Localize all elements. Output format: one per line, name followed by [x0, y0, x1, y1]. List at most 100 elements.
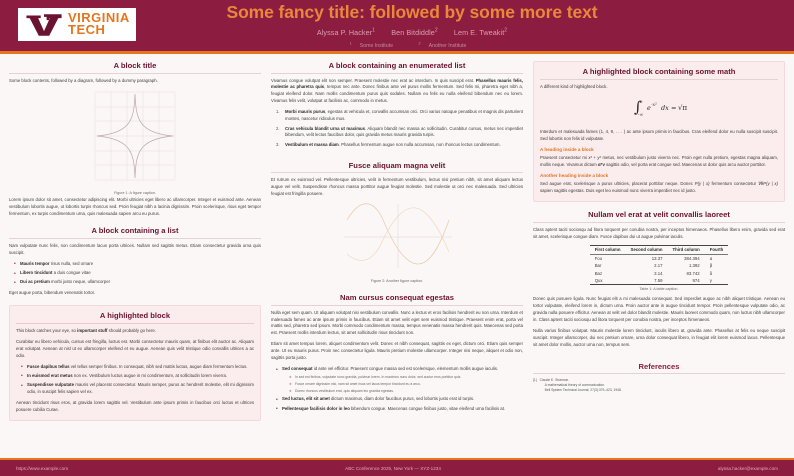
footer-email[interactable]: alyssa.hacker@example.com	[717, 465, 778, 471]
sub-list-item: Fusce ornare dignissim nisi, nam sit ame…	[289, 382, 523, 387]
para-part-c: , tempus nec ante. Donec finibus ante ve…	[271, 84, 523, 104]
table-cell: 2.17	[654, 263, 663, 269]
star-diagram	[94, 92, 176, 181]
reference-source: Bell System Technical Journal, 27(3):379…	[544, 388, 622, 393]
table-header-cell: Second column	[625, 244, 668, 255]
poster-header: VIRGINIA TECH Some fancy title: followed…	[0, 0, 794, 51]
author-sup: 2	[434, 27, 438, 34]
block-references: References [1] Claude E. Shannon. A math…	[533, 357, 785, 393]
bullet-list: Fusce dapibus tellus vel tellus semper f…	[21, 363, 254, 397]
inline-math: ∇θP(y | x)	[757, 181, 779, 187]
list-item: Vestibulum et massa diam. Phasellus ferm…	[276, 142, 523, 149]
logo-line-2: TECH	[68, 22, 106, 37]
table-cell: δ	[709, 270, 713, 276]
inline-math: P(y | x)	[694, 181, 710, 187]
reference-title-line: A mathematical theory of communication.	[544, 383, 605, 388]
block-paragraph: Praesent consectetur mi x² + y² metus, n…	[540, 155, 778, 169]
inline-math: αᵀν	[597, 162, 605, 168]
block-intro: A different kind of highlighted block.	[540, 83, 608, 89]
table-header-cell: Fourth	[704, 244, 729, 255]
affiliation-text: Some Institute	[359, 43, 393, 50]
enumerated-list: Morbi mauris purus, egestas at vehicula …	[276, 109, 523, 148]
institution-logo: VIRGINIA TECH	[18, 8, 136, 41]
block-intro: Nam vulputate nunc felis, non condimentu…	[9, 242, 261, 255]
table-cell: α	[709, 255, 713, 261]
block-paragraph: Interdum et malesuada fames (1, 4, 9, . …	[540, 129, 778, 142]
list-item-rest: morbi justo neque, ullamcorper	[49, 279, 111, 285]
list-item-lead: Libero tincidunt	[20, 270, 53, 276]
list-item-rest: risus nulla, sed ornare	[49, 260, 94, 266]
sub-list: In sed est finibus, vulputate nunc gravi…	[289, 375, 523, 394]
block-title: Nullam vel erat at velit convallis laore…	[533, 210, 785, 223]
table-cell: 7.59	[625, 276, 668, 286]
svg-text:∫: ∫	[634, 98, 642, 116]
poster-footer: https://www.example.com ABC Conference 2…	[0, 458, 794, 476]
svg-text:=: =	[671, 104, 676, 112]
table-row: Foo 13.37 384.394 α	[590, 254, 729, 262]
table-row: Baz 3.14 83.742 δ	[590, 269, 729, 276]
table-cell: Qux	[589, 276, 626, 286]
table-head: First column Second column Third column …	[589, 244, 729, 255]
affiliation-entry: 1 Some Institute	[350, 40, 401, 50]
page-title: Some fancy title: followed by some more …	[226, 1, 598, 22]
svg-text:dx: dx	[661, 104, 669, 112]
integral-formula-icon: ∫ -∞ ∞ e -x² dx = √π	[634, 98, 687, 118]
list-item-rest: . Phasellus fermentum augue non nulla ac…	[338, 141, 501, 147]
list-item-lead: Sed consequat	[282, 366, 313, 372]
author-entry: Lem E. Tweakit2	[454, 28, 507, 37]
figure-2: Figure 2: Another figure caption.	[271, 202, 523, 283]
author-sup: 1	[372, 27, 376, 34]
list-item-lead: Cras vehicula blandit urna ut maximus	[285, 125, 366, 131]
reference-author: Claude E. Shannon.	[539, 378, 570, 383]
reference-body: Claude E. Shannon. A mathematical theory…	[540, 378, 622, 393]
block-paragraph: Lorem ipsum dolor sit amet, consectetur …	[9, 197, 261, 217]
affiliation-sup: 2	[418, 40, 421, 46]
list-item-rest: . Aliquam blandit nec massa ac sollicitu…	[285, 125, 523, 138]
table-header-cell: Third column	[667, 244, 705, 255]
right-column: A highlighted block containing some math…	[533, 61, 785, 458]
table-cell: 13.37	[651, 255, 663, 261]
vt-logo-icon	[26, 14, 62, 36]
list-item: Libero tincidunt a duis congue vitae	[14, 270, 261, 278]
block-title: Fusce aliquam magna velit	[271, 161, 523, 174]
block-paragraph: Vivamus congue volutpat elit non semper.…	[271, 78, 523, 106]
svg-text:-x²: -x²	[651, 102, 657, 108]
para-part: sapien sagittis egestas. Duis eget leo e…	[540, 188, 696, 194]
table-cell: β	[709, 263, 713, 269]
lead-after: should probably go here.	[107, 327, 156, 333]
list-item: Morbi mauris purus, egestas at vehicula …	[276, 109, 523, 123]
equation-integral: ∫ -∞ ∞ e -x² dx = √π	[540, 96, 778, 122]
table-row: Qux 7.59 974 γ	[589, 276, 729, 286]
block-nam-cursus-consequat-egestas: Nam cursus consequat egestas Nulla eget …	[271, 293, 523, 417]
list-item: Cras vehicula blandit urna ut maximus. A…	[276, 126, 523, 140]
block-lead: This block catches your eye, so importan…	[16, 328, 254, 335]
table-caption: Table 1: A table caption.	[639, 287, 679, 292]
svg-text:∞: ∞	[639, 100, 643, 105]
references-title: References	[533, 362, 785, 375]
footer-url[interactable]: https://www.example.com	[16, 465, 69, 471]
block-outro: Aenean tincidunt risus eros, at gravida …	[16, 400, 254, 413]
block-math-highlighted: A highlighted block containing some math…	[533, 61, 785, 203]
header-center: Some fancy title: followed by some more …	[0, 2, 794, 49]
table-cell: γ	[704, 276, 729, 286]
svg-text:-∞: -∞	[638, 113, 644, 118]
block-outro: Eget augue porta, bibendum venenatis tor…	[9, 290, 95, 296]
list-item-lead: Pellentesque facilisis dolor in leo	[282, 405, 350, 411]
sub-list-item: In sed est finibus, vulputate nunc gravi…	[289, 375, 523, 380]
table-cell: 83.742	[686, 270, 700, 276]
list-item-rest: id ante vel efficitur. Praesent congue m…	[312, 366, 499, 372]
wave-plot	[344, 203, 452, 269]
inline-math: x² + y²	[588, 155, 601, 161]
list-item-lead: In euismod erat metus	[27, 372, 73, 378]
lead-before: This block catches your eye, so	[16, 327, 78, 333]
affiliation-list: 1 Some Institute 2 Another Institute	[30, 40, 794, 49]
block-title: A block containing a list	[9, 226, 261, 239]
block-paragraph: Et rutrum ex euismod vel. Pellentesque u…	[271, 177, 523, 197]
block-paragraph: Sed augue erat, scelerisque a purus ultr…	[540, 181, 778, 195]
block-title: A block title	[9, 61, 261, 74]
table-cell: Baz	[594, 270, 603, 276]
block-title: A highlighted block	[16, 311, 254, 324]
table-cell: Foo	[594, 255, 603, 261]
table-row: Bar 2.17 1.392 β	[590, 262, 729, 269]
list-item: Fusce dapibus tellus vel tellus semper f…	[21, 363, 254, 371]
